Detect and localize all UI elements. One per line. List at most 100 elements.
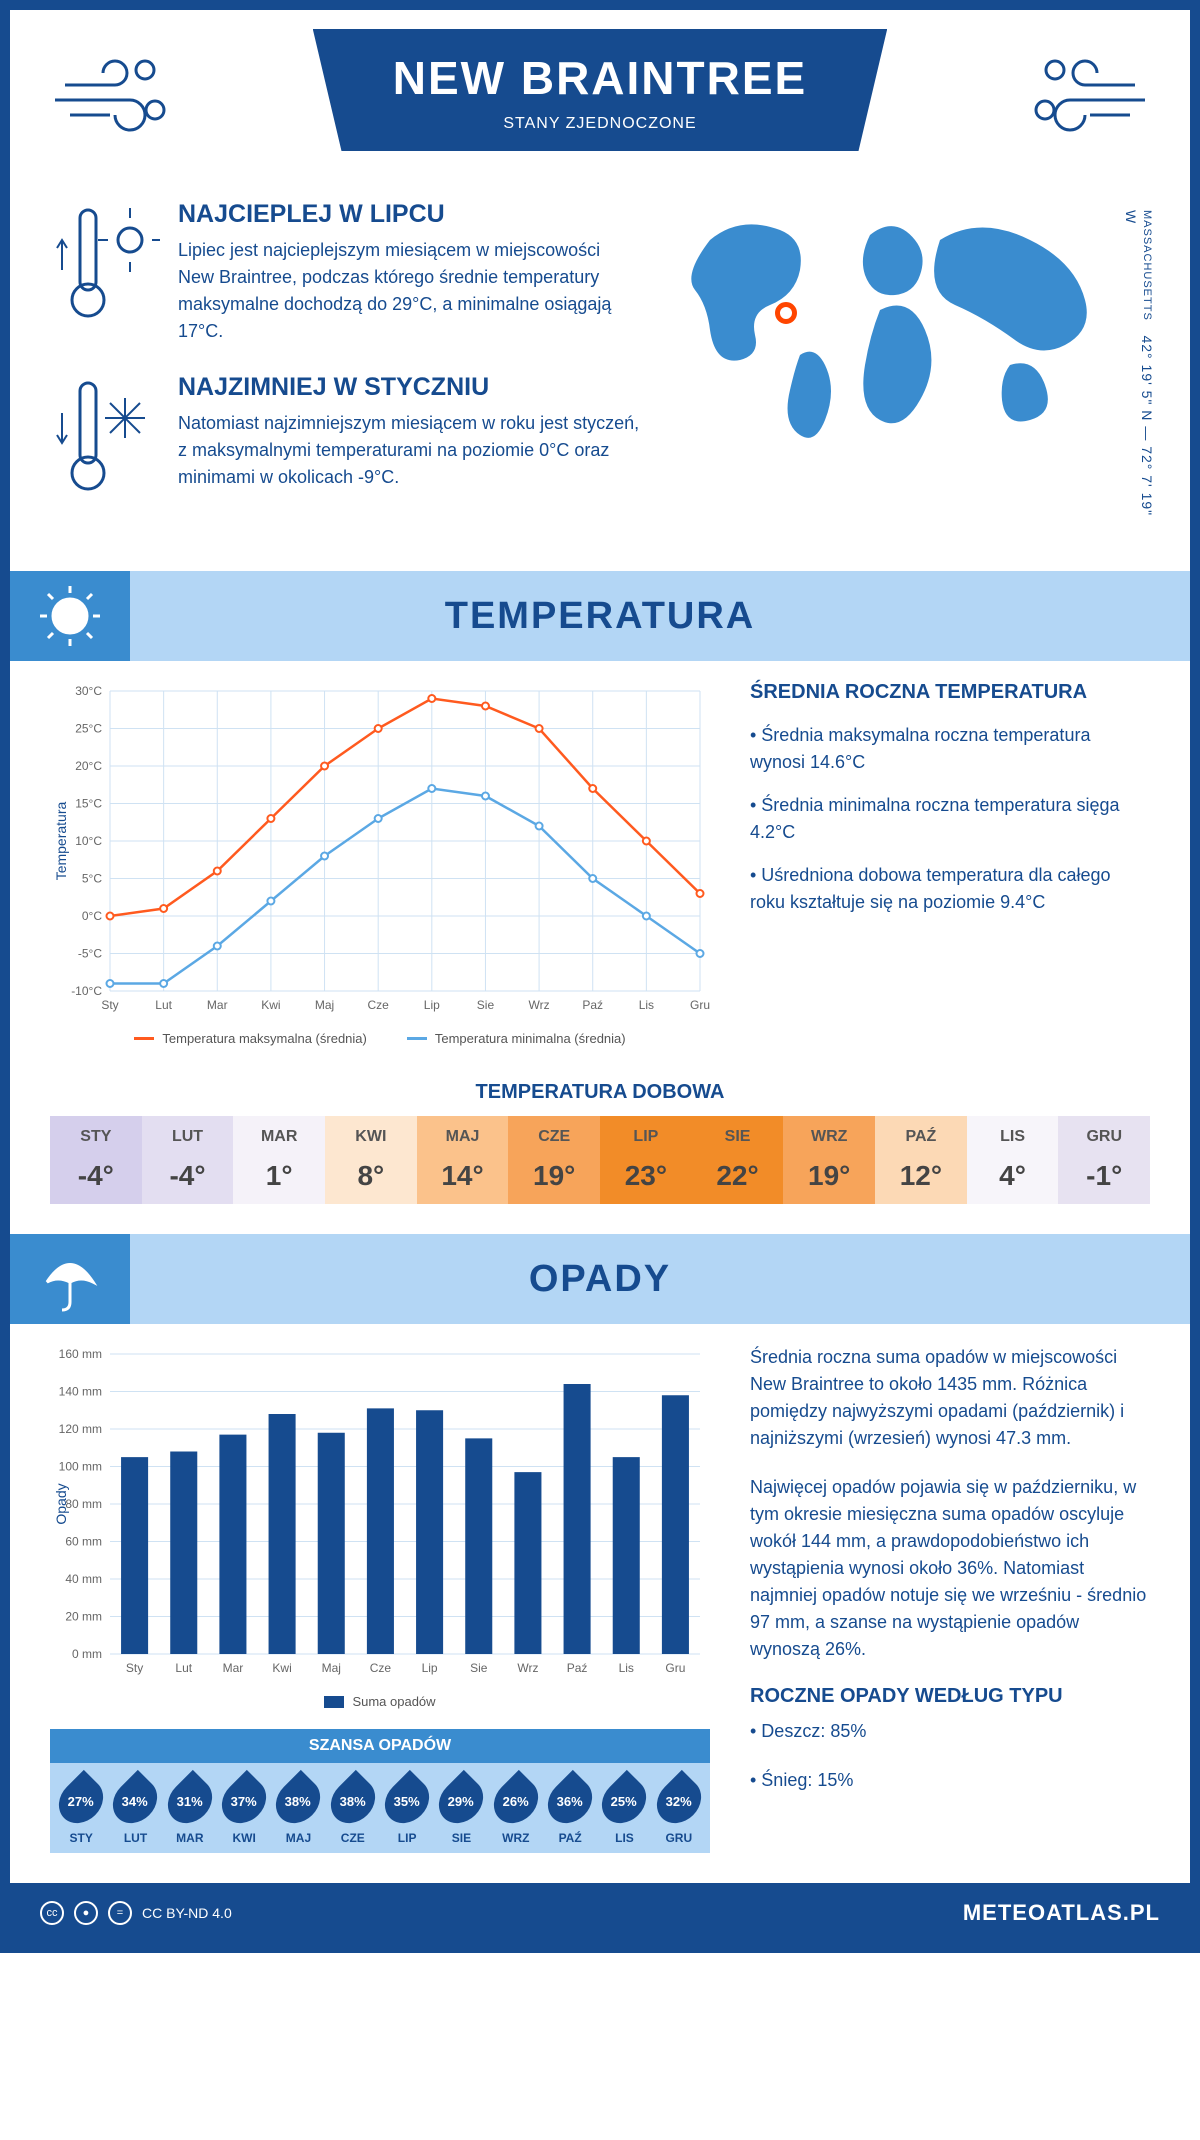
sun-icon [35,581,105,651]
daily-cell: LIP23° [600,1116,692,1204]
chance-cell: 29%SIE [434,1777,488,1845]
daily-cell: MAR1° [233,1116,325,1204]
svg-text:Wrz: Wrz [517,1661,538,1675]
chance-cell: 31%MAR [163,1777,217,1845]
svg-text:Mar: Mar [223,1661,244,1675]
svg-text:Kwi: Kwi [272,1661,291,1675]
city-title: NEW BRAINTREE [393,51,807,105]
svg-text:25°C: 25°C [75,722,102,736]
svg-text:Opady: Opady [53,1483,69,1524]
svg-text:Maj: Maj [315,998,334,1012]
coldest-title: NAJZIMNIEJ W STYCZNIU [178,373,640,402]
coldest-text: Natomiast najzimniejszym miesiącem w rok… [178,410,640,491]
daily-cell: CZE19° [508,1116,600,1204]
thermometer-cold-icon [50,373,160,503]
daily-cell: LIS4° [967,1116,1059,1204]
drop-icon: 32% [648,1770,710,1832]
warmest-title: NAJCIEPLEJ W LIPCU [178,200,640,229]
svg-text:Gru: Gru [665,1661,685,1675]
temperature-heading: TEMPERATURA [445,595,756,638]
svg-text:Sie: Sie [470,1661,488,1675]
cc-icon: cc [40,1901,64,1925]
svg-text:40 mm: 40 mm [65,1572,102,1586]
wind-icon [45,40,175,150]
world-map-icon [670,200,1100,460]
daily-cell: KWI8° [325,1116,417,1204]
svg-text:20 mm: 20 mm [65,1610,102,1624]
coordinates: MASSACHUSETTS 42° 19' 5" N — 72° 7' 19" … [1123,210,1155,531]
svg-text:Lut: Lut [175,1661,192,1675]
svg-text:20°C: 20°C [75,759,102,773]
chance-cell: 36%PAŹ [543,1777,597,1845]
temperature-chart: -10°C-5°C0°C5°C10°C15°C20°C25°C30°CStyLu… [50,681,710,1046]
chance-cell: 32%GRU [652,1777,706,1845]
chance-title: SZANSA OPADÓW [50,1729,710,1763]
svg-text:Gru: Gru [690,998,710,1012]
drop-icon: 25% [593,1770,655,1832]
chance-cell: 35%LIP [380,1777,434,1845]
thermometer-hot-icon [50,200,160,330]
daily-temp-title: TEMPERATURA DOBOWA [10,1081,1190,1104]
svg-text:15°C: 15°C [75,797,102,811]
daily-cell: LUT-4° [142,1116,234,1204]
svg-text:160 mm: 160 mm [59,1347,102,1361]
svg-text:Wrz: Wrz [529,998,550,1012]
svg-text:Paź: Paź [567,1661,588,1675]
drop-icon: 31% [159,1770,221,1832]
svg-text:Lut: Lut [155,998,172,1012]
svg-text:Lip: Lip [424,998,440,1012]
chance-cell: 34%LUT [108,1777,162,1845]
precip-type-heading: ROCZNE OPADY WEDŁUG TYPU [750,1685,1150,1708]
map-column: MASSACHUSETTS 42° 19' 5" N — 72° 7' 19" … [670,200,1150,531]
svg-text:100 mm: 100 mm [59,1460,102,1474]
svg-text:-5°C: -5°C [78,947,102,961]
svg-text:5°C: 5°C [82,872,102,886]
country-subtitle: STANY ZJEDNOCZONE [393,115,807,133]
by-icon: ● [74,1901,98,1925]
drop-icon: 34% [104,1770,166,1832]
svg-text:Sie: Sie [477,998,495,1012]
header: NEW BRAINTREE STANY ZJEDNOCZONE [10,10,1190,170]
precip-chart: 0 mm20 mm40 mm60 mm80 mm100 mm120 mm140 … [50,1344,710,1709]
chance-cell: 37%KWI [217,1777,271,1845]
svg-text:Mar: Mar [207,998,228,1012]
drop-icon: 26% [485,1770,547,1832]
chance-cell: 38%MAJ [271,1777,325,1845]
svg-text:Cze: Cze [368,998,390,1012]
svg-text:0°C: 0°C [82,909,102,923]
svg-text:30°C: 30°C [75,684,102,698]
chance-cell: 26%WRZ [489,1777,543,1845]
svg-text:80 mm: 80 mm [65,1497,102,1511]
nd-icon: = [108,1901,132,1925]
drop-icon: 35% [376,1770,438,1832]
daily-cell: STY-4° [50,1116,142,1204]
svg-text:Sty: Sty [126,1661,143,1675]
temperature-banner: TEMPERATURA [10,571,1190,661]
site-name: METEOATLAS.PL [963,1900,1160,1926]
daily-cell: GRU-1° [1058,1116,1150,1204]
warmest-block: NAJCIEPLEJ W LIPCU Lipiec jest najcieple… [50,200,640,345]
license: cc ● = CC BY-ND 4.0 [40,1901,232,1925]
chance-cell: 25%LIS [597,1777,651,1845]
footer: cc ● = CC BY-ND 4.0 METEOATLAS.PL [10,1883,1190,1943]
temperature-legend: Temperatura maksymalna (średnia) Tempera… [50,1031,710,1046]
daily-cell: MAJ14° [417,1116,509,1204]
daily-cell: PAŹ12° [875,1116,967,1204]
svg-text:Lis: Lis [639,998,654,1012]
coldest-block: NAJZIMNIEJ W STYCZNIU Natomiast najzimni… [50,373,640,503]
temperature-info: ŚREDNIA ROCZNA TEMPERATURA • Średnia mak… [750,681,1150,1046]
svg-text:Kwi: Kwi [261,998,280,1012]
svg-text:Paź: Paź [582,998,603,1012]
svg-text:Sty: Sty [101,998,118,1012]
wind-icon [1025,40,1155,150]
daily-temp-table: STY-4°LUT-4°MAR1°KWI8°MAJ14°CZE19°LIP23°… [50,1116,1150,1204]
title-badge: NEW BRAINTREE STANY ZJEDNOCZONE [313,29,887,151]
drop-icon: 29% [430,1770,492,1832]
svg-text:Cze: Cze [370,1661,392,1675]
warmest-text: Lipiec jest najcieplejszym miesiącem w m… [178,237,640,345]
svg-text:Temperatura: Temperatura [53,801,69,880]
daily-cell: WRZ19° [783,1116,875,1204]
svg-text:-10°C: -10°C [71,984,102,998]
drop-icon: 38% [267,1770,329,1832]
location-marker-icon [775,302,797,324]
